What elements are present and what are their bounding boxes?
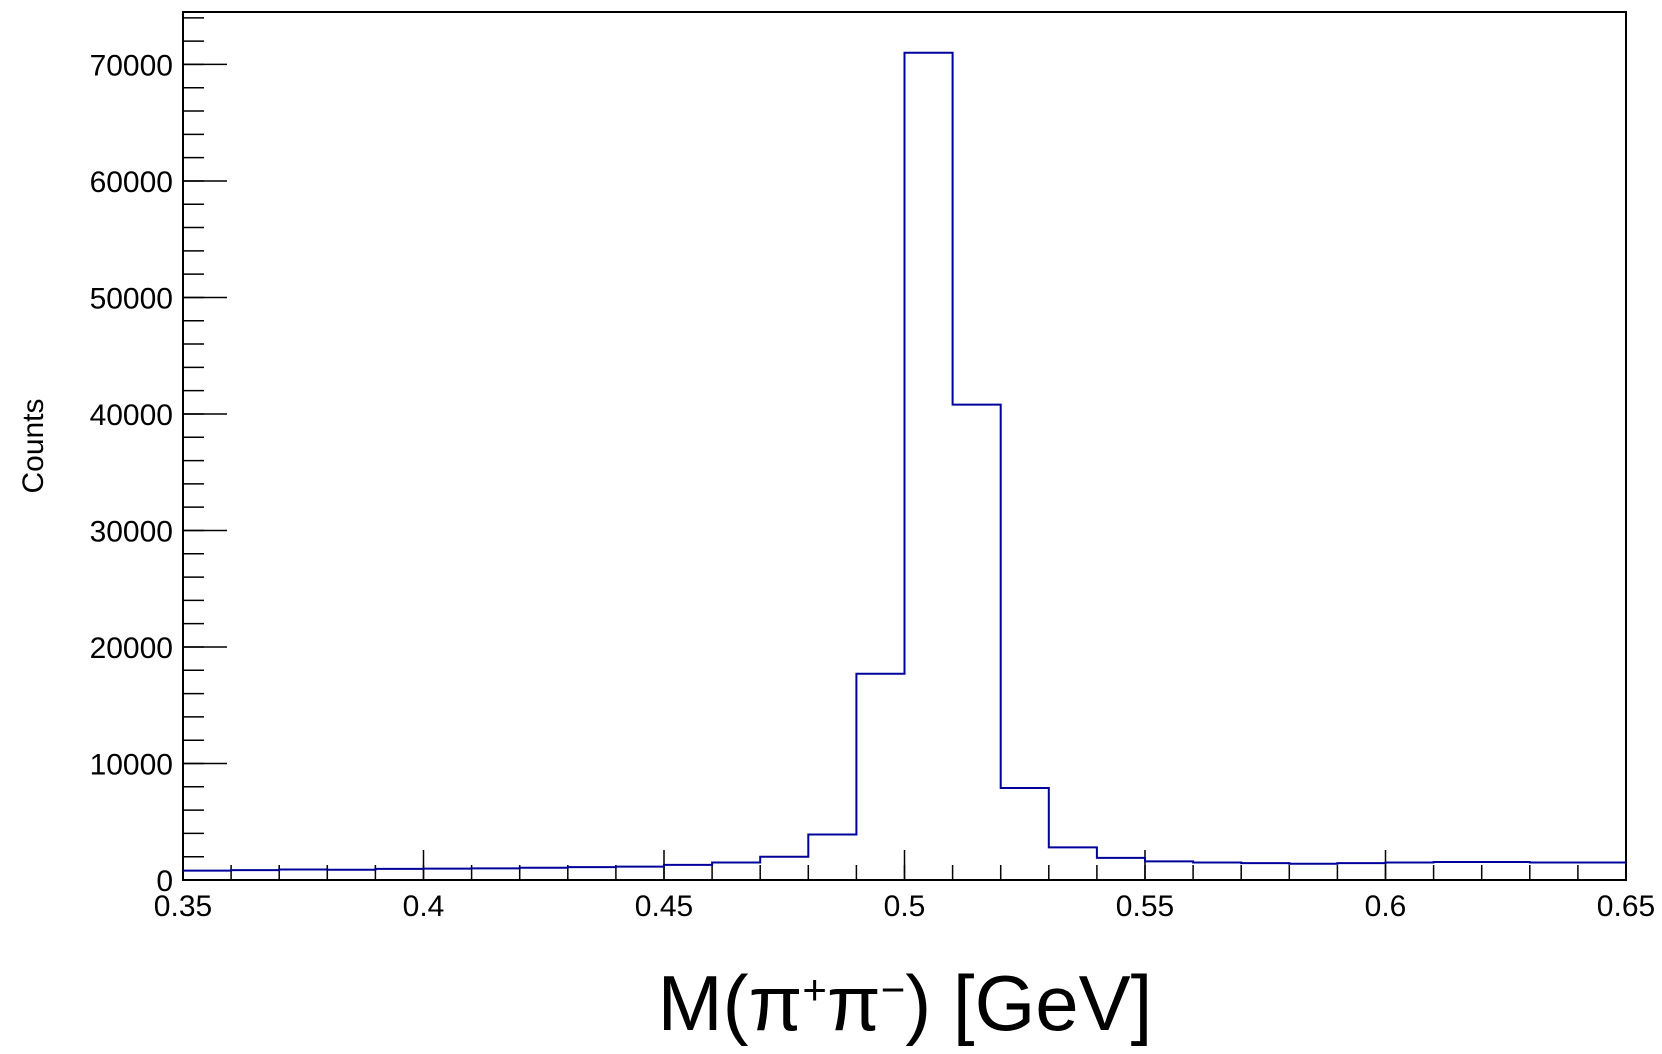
histogram-bin xyxy=(760,857,808,880)
major-ticks xyxy=(182,63,1627,881)
x-axis-label-prefix: M(π xyxy=(658,959,803,1047)
histogram-bin xyxy=(856,674,904,880)
histogram-bin xyxy=(616,867,664,880)
histogram-bin xyxy=(1241,863,1289,880)
histogram-bin xyxy=(520,868,568,880)
histogram-bin xyxy=(1145,861,1193,880)
histogram-bin xyxy=(1001,788,1049,880)
y-tick-label: 10000 xyxy=(90,748,173,781)
x-tick-label: 0.45 xyxy=(635,890,693,923)
histogram-bin xyxy=(1049,847,1097,880)
x-axis-label: M(π+π−) [GeV] xyxy=(658,959,1153,1047)
y-tick-label: 60000 xyxy=(90,166,173,199)
y-tick-label: 50000 xyxy=(90,282,173,315)
x-tick-labels: 0.35 0.4 0.45 0.5 0.55 0.6 0.65 xyxy=(154,890,1655,923)
y-axis-label: Counts xyxy=(17,398,50,493)
histogram-bin xyxy=(712,863,760,880)
y-tick-labels: 0 10000 20000 30000 40000 50000 60000 70000 xyxy=(90,49,173,898)
histogram-bin xyxy=(1097,858,1145,880)
histogram-bin xyxy=(1434,862,1482,880)
x-axis-label-plus: + xyxy=(802,966,827,1013)
y-tick-label: 70000 xyxy=(90,49,173,82)
histogram-bin xyxy=(568,867,616,880)
histogram-bin xyxy=(327,870,375,880)
x-axis-label-mid: π xyxy=(827,959,881,1047)
histogram-bin xyxy=(808,835,856,880)
histogram-bin xyxy=(231,870,279,880)
y-tick-label: 0 xyxy=(156,865,173,898)
histogram-bin xyxy=(1289,864,1337,880)
histogram-bin xyxy=(375,869,423,880)
x-tick-label: 0.4 xyxy=(403,890,445,923)
histogram-bin xyxy=(424,869,472,880)
histogram-bin xyxy=(183,871,231,880)
histogram-bin xyxy=(953,405,1001,880)
histogram-bin xyxy=(1193,863,1241,880)
histogram-series-line xyxy=(183,51,1626,872)
histogram-bin xyxy=(1482,862,1530,880)
histogram-bin xyxy=(279,870,327,880)
x-axis-label-suffix: ) [GeV] xyxy=(905,959,1152,1047)
y-tick-label: 30000 xyxy=(90,515,173,548)
histogram-bins xyxy=(183,53,1626,880)
histogram-bin xyxy=(1530,863,1578,880)
histogram-bin xyxy=(472,868,520,880)
x-tick-label: 0.55 xyxy=(1116,890,1174,923)
histogram-bin xyxy=(664,865,712,880)
x-tick-label: 0.35 xyxy=(154,890,212,923)
y-tick-label: 20000 xyxy=(90,632,173,665)
histogram-bin xyxy=(1337,863,1385,880)
histogram-bin xyxy=(905,53,953,880)
histogram-bin xyxy=(1386,863,1434,880)
y-tick-label: 40000 xyxy=(90,399,173,432)
x-axis-label-minus: − xyxy=(881,966,906,1013)
histogram-bin xyxy=(1578,863,1626,880)
x-tick-label: 0.6 xyxy=(1365,890,1407,923)
x-tick-label: 0.65 xyxy=(1597,890,1655,923)
x-tick-label: 0.5 xyxy=(884,890,926,923)
